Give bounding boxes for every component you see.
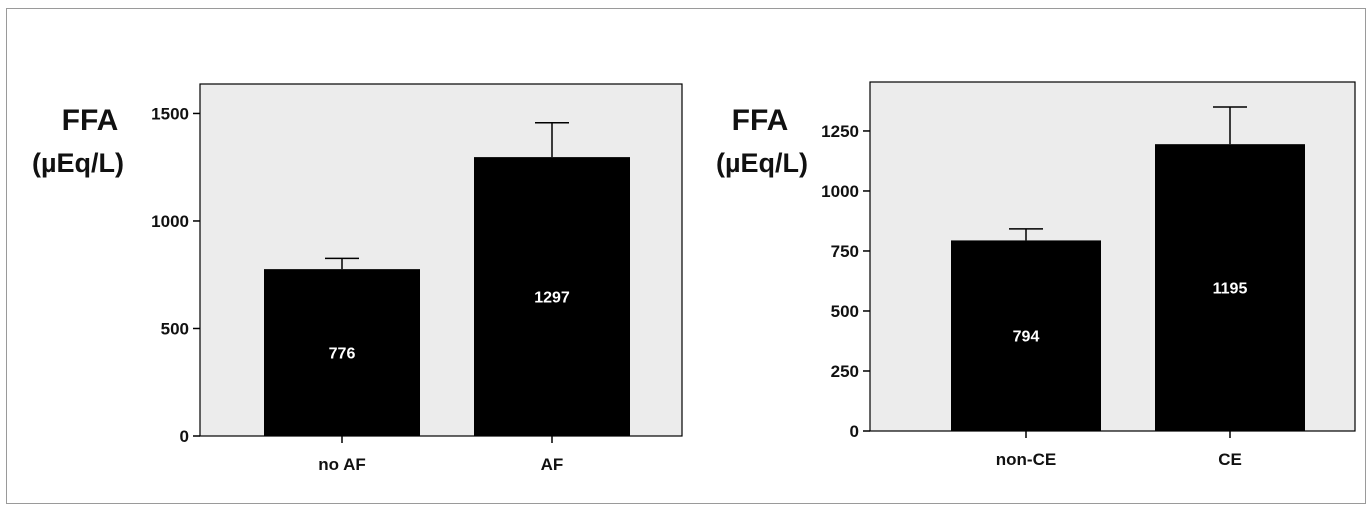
y-tick-label: 0 bbox=[180, 427, 189, 446]
y-tick-label: 1000 bbox=[151, 212, 189, 231]
bar bbox=[474, 157, 630, 436]
figure-frame bbox=[6, 8, 1366, 504]
y-tick-label: 500 bbox=[831, 302, 859, 321]
bar-value-label: 1195 bbox=[1213, 281, 1248, 298]
y-tick-label: 750 bbox=[831, 242, 859, 261]
y-axis-label-line2: (µEq/L) bbox=[32, 148, 124, 178]
y-axis-label-line1: FFA bbox=[62, 104, 119, 137]
bar bbox=[1155, 144, 1305, 432]
bar-value-label: 776 bbox=[329, 346, 356, 363]
y-tick-label: 250 bbox=[831, 362, 859, 381]
x-category-label: AF bbox=[541, 455, 564, 474]
y-tick-label: 500 bbox=[161, 319, 189, 338]
chart-panel-ffa-af: FFA (µEq/L) 0 500 1000 1500 776 no AF 1297 AF bbox=[32, 83, 683, 474]
bar-value-label: 1297 bbox=[534, 290, 570, 307]
bar bbox=[264, 269, 420, 436]
y-tick-label: 0 bbox=[850, 422, 859, 441]
y-tick-label: 1500 bbox=[151, 104, 189, 123]
y-tick-label: 1250 bbox=[821, 122, 859, 141]
y-tick-label: 1000 bbox=[821, 182, 859, 201]
chart-panel-ffa-ce: FFA (µEq/L) 0 250 500 750 1000 1250 794 non-CE 1… bbox=[716, 81, 1356, 469]
y-axis-label-line1: FFA bbox=[732, 104, 789, 137]
x-category-label: no AF bbox=[318, 455, 366, 474]
y-axis-label-line2: (µEq/L) bbox=[716, 148, 808, 178]
x-category-label: CE bbox=[1218, 450, 1242, 469]
bar-value-label: 794 bbox=[1013, 329, 1040, 346]
x-category-label: non-CE bbox=[996, 450, 1056, 469]
bar bbox=[951, 240, 1101, 431]
